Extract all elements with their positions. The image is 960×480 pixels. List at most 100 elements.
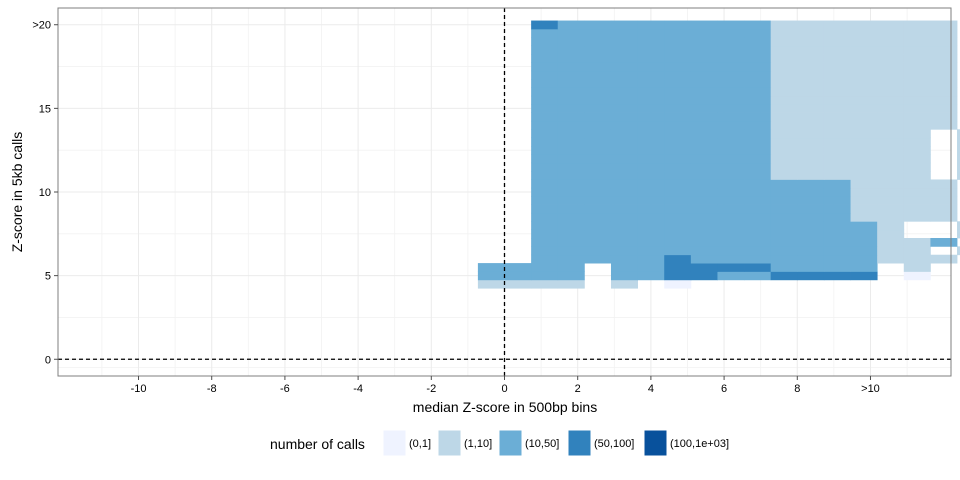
heatmap-cell: [823, 179, 851, 189]
heatmap-cell: [744, 137, 772, 147]
heatmap-cell: [770, 263, 798, 272]
heatmap-cell: [531, 162, 559, 172]
heatmap-cell: [850, 62, 878, 72]
heatmap-cell: [850, 146, 878, 155]
heatmap-cell: [664, 187, 692, 197]
heatmap-cell: [877, 246, 905, 256]
heatmap-cell: [877, 62, 905, 72]
heatmap-cell: [744, 196, 772, 205]
heatmap-cell: [877, 120, 905, 130]
heatmap-cell: [637, 221, 665, 231]
heatmap-cell: [717, 271, 745, 281]
heatmap-cell: [903, 95, 931, 105]
heatmap-cell: [531, 54, 559, 63]
heatmap-cell: [557, 146, 585, 155]
heatmap-cell: [531, 154, 559, 164]
heatmap-cell: [850, 229, 878, 239]
heatmap-cell: [823, 171, 851, 180]
heatmap-cell: [877, 146, 905, 155]
heatmap-cell: [823, 246, 851, 256]
heatmap-cell: [877, 45, 905, 55]
heatmap-cell: [744, 187, 772, 197]
heatmap-cell: [557, 212, 585, 222]
axes: -10 -8 -6 -4 -2 0 2 4 6 8 >10 0 5 10 15 >20: [32, 20, 879, 395]
heatmap-cell: [823, 70, 851, 80]
heatmap-cells: [477, 20, 960, 289]
heatmap-cell: [930, 120, 958, 130]
heatmap-cell: [584, 54, 612, 63]
heatmap-cell: [584, 204, 612, 214]
heatmap-cell: [717, 221, 745, 231]
heatmap-cell: [823, 62, 851, 72]
heatmap-cell: [744, 221, 772, 231]
heatmap-cell: [690, 28, 718, 38]
heatmap-cell: [664, 254, 692, 264]
heatmap-cell: [690, 229, 718, 239]
heatmap-cell: [690, 45, 718, 55]
heatmap-cell: [957, 221, 960, 231]
x-tick-label: -4: [353, 383, 363, 395]
heatmap-cell: [770, 187, 798, 197]
heatmap-cell: [903, 28, 931, 38]
heatmap-cell: [823, 95, 851, 105]
y-tick-label: 15: [39, 103, 51, 115]
heatmap-cell: [850, 120, 878, 130]
heatmap-cell: [664, 129, 692, 139]
heatmap-cell: [584, 179, 612, 189]
heatmap-cell: [610, 129, 639, 139]
heatmap-cell: [850, 246, 878, 256]
heatmap-cell: [823, 104, 851, 113]
heatmap-cell: [557, 238, 585, 247]
heatmap-cell: [903, 70, 931, 80]
heatmap-cell: [797, 171, 825, 180]
heatmap-cell: [823, 137, 851, 147]
heatmap-cell: [637, 271, 665, 281]
heatmap-cell: [850, 196, 878, 205]
heatmap-cell: [504, 263, 532, 272]
heatmap-cell: [717, 263, 745, 272]
heatmap-cell: [664, 196, 692, 205]
heatmap-cell: [717, 212, 745, 222]
heatmap-cell: [717, 112, 745, 122]
heatmap-cell: [770, 162, 798, 172]
heatmap-cell: [877, 196, 905, 205]
heatmap-cell: [690, 87, 718, 97]
heatmap-cell: [770, 146, 798, 155]
heatmap-cell: [797, 87, 825, 97]
heatmap-cell: [584, 87, 612, 97]
heatmap-cell: [877, 28, 905, 38]
heatmap-cell: [903, 20, 931, 30]
heatmap-cell: [850, 171, 878, 180]
heatmap-cell: [770, 246, 798, 256]
heatmap-cell: [717, 238, 745, 247]
heatmap-cell: [664, 87, 692, 97]
heatmap-cell: [770, 196, 798, 205]
heatmap-cell: [690, 54, 718, 63]
heatmap-cell: [957, 146, 960, 155]
heatmap-cell: [770, 62, 798, 72]
heatmap-cell: [690, 137, 718, 147]
heatmap-cell: [664, 229, 692, 239]
heatmap-cell: [664, 95, 692, 105]
heatmap-cell: [770, 20, 798, 30]
heatmap-cell: [531, 37, 559, 47]
heatmap-cell: [584, 37, 612, 47]
heatmap-cell: [637, 146, 665, 155]
legend-key: [498, 429, 523, 457]
heatmap-cell: [690, 204, 718, 214]
heatmap-cell: [477, 263, 505, 272]
heatmap-cell: [557, 70, 585, 80]
heatmap-cell: [877, 87, 905, 97]
heatmap-cell: [930, 204, 958, 214]
heatmap-cell: [850, 112, 878, 122]
heatmap-cell: [903, 45, 931, 55]
heatmap-cell: [930, 95, 958, 105]
heatmap-cell: [531, 204, 559, 214]
heatmap-cell: [557, 221, 585, 231]
heatmap-cell: [637, 62, 665, 72]
heatmap-cell: [637, 37, 665, 47]
heatmap-cell: [744, 104, 772, 113]
heatmap-cell: [930, 70, 958, 80]
heatmap-cell: [877, 70, 905, 80]
heatmap-cell: [717, 254, 745, 264]
